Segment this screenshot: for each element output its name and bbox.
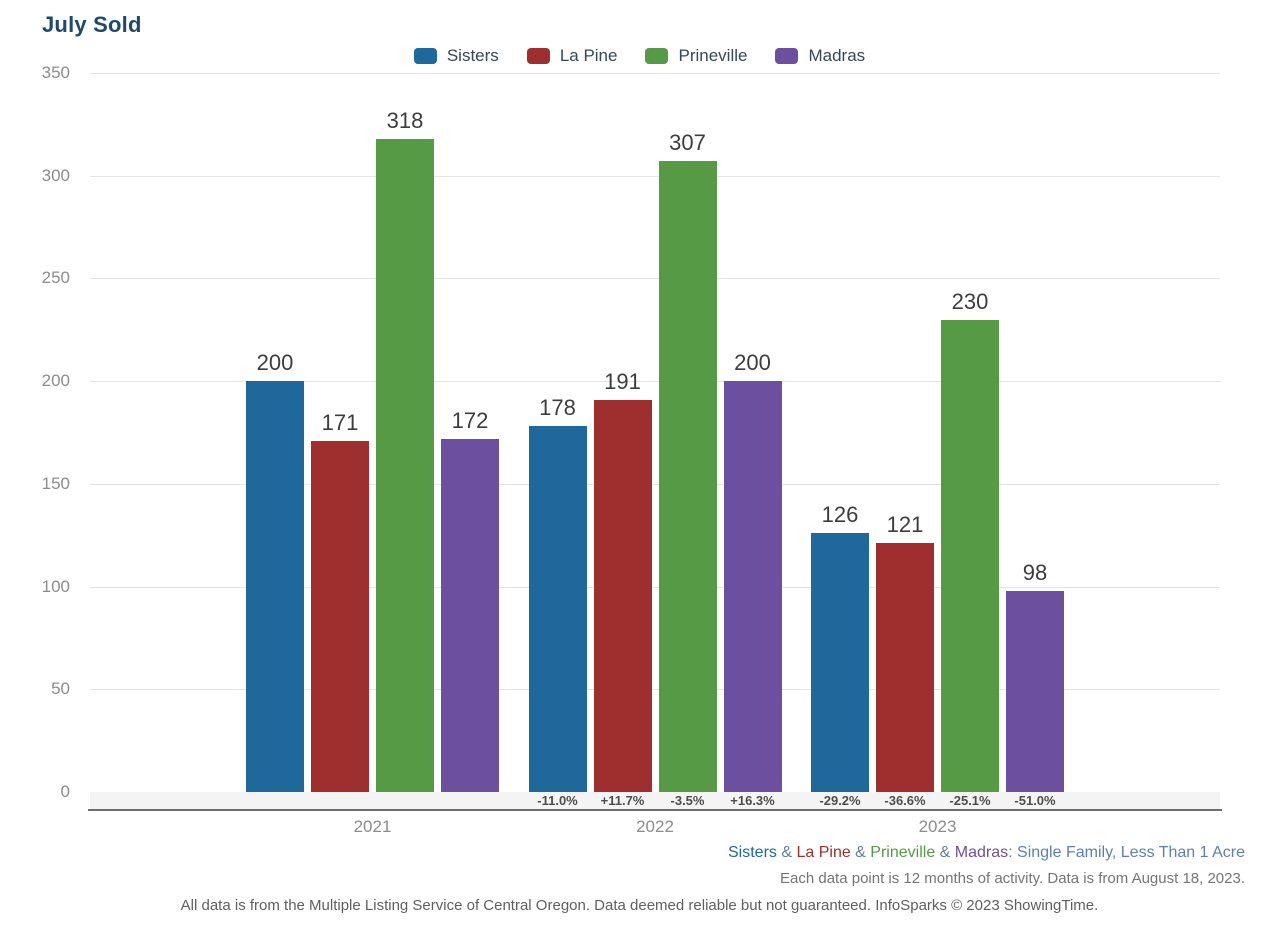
y-tick-label-350: 350 xyxy=(41,63,70,82)
percent-change-label: -11.0% xyxy=(537,793,578,808)
bar-prineville-2021[interactable] xyxy=(376,138,434,792)
filter-line-segment: & xyxy=(935,844,955,861)
legend-swatch-icon xyxy=(645,48,669,64)
bar-la-pine-2023[interactable] xyxy=(876,543,934,792)
bar-prineville-2022[interactable] xyxy=(658,161,717,792)
percent-change-label: -36.6% xyxy=(884,793,926,808)
y-tick-label-100: 100 xyxy=(41,576,70,596)
disclaimer: All data is from the Multiple Listing Se… xyxy=(180,897,1099,914)
bar-value-label: 200 xyxy=(734,350,771,376)
bar-value-label: 121 xyxy=(886,512,924,538)
bar-value-label: 171 xyxy=(321,409,359,435)
bar-value-label: 318 xyxy=(386,107,424,133)
bar-madras-2021[interactable] xyxy=(441,438,499,792)
legend-label: Sisters xyxy=(446,46,499,65)
x-tick-label-2021: 2021 xyxy=(353,817,392,836)
legend-label: La Pine xyxy=(559,46,618,65)
filter-line-segment: & xyxy=(776,844,797,861)
chart-title: July Sold xyxy=(42,12,142,37)
y-tick-label-250: 250 xyxy=(41,268,70,288)
filter-line-segment: : Single Family, Less Than 1 Acre xyxy=(1008,844,1245,861)
gridline-250 xyxy=(90,278,1220,280)
bar-value-label: 172 xyxy=(451,407,489,433)
filter-line-segment: Madras xyxy=(954,844,1009,861)
y-tick-label-150: 150 xyxy=(41,473,70,493)
bar-sisters-2023[interactable] xyxy=(811,533,869,792)
y-tick-label-200: 200 xyxy=(41,371,70,391)
percent-change-strip xyxy=(90,792,1220,809)
x-tick-label-2023: 2023 xyxy=(918,817,957,836)
gridline-300 xyxy=(90,175,1220,177)
y-tick-label-0: 0 xyxy=(60,782,70,801)
activity-note: Each data point is 12 months of activity… xyxy=(780,870,1245,887)
gridline-200 xyxy=(90,381,1220,383)
legend-label: Prineville xyxy=(678,46,748,65)
legend-item-madras[interactable]: Madras xyxy=(775,46,865,66)
legend-swatch-icon xyxy=(775,48,799,64)
bar-value-label: 126 xyxy=(821,502,859,528)
x-axis-line xyxy=(88,809,1222,811)
bar-value-label: 200 xyxy=(256,350,294,376)
bar-sisters-2021[interactable] xyxy=(246,381,304,792)
filter-line-segment: & xyxy=(850,844,871,861)
plot-area: 0 50 100 150 200 250 300 350 2021 200 171 318 172 202… xyxy=(42,63,1222,836)
legend-item-prineville[interactable]: Prineville xyxy=(645,46,747,66)
gridline-150 xyxy=(90,483,1220,485)
bar-value-label: 178 xyxy=(539,395,576,421)
percent-change-label: -51.0% xyxy=(1014,793,1056,808)
bar-value-label: 98 xyxy=(1022,559,1048,585)
gridline-100 xyxy=(90,586,1220,588)
x-tick-label-2022: 2022 xyxy=(636,817,674,836)
footer-right: Sisters & La Pine & Prineville & Madras:… xyxy=(728,843,1245,887)
gridline-50 xyxy=(90,689,1220,691)
series-filter-line: Sisters & La Pine & Prineville & Madras:… xyxy=(728,843,1245,863)
bar-value-label: 191 xyxy=(604,368,641,394)
bar-value-label: 307 xyxy=(669,130,706,156)
legend-item-sisters[interactable]: Sisters xyxy=(413,46,499,66)
bar-madras-2022[interactable] xyxy=(723,381,782,792)
percent-change-label: -25.1% xyxy=(949,793,991,808)
filter-line-segment: Prineville xyxy=(870,844,936,861)
legend-item-la-pine[interactable]: La Pine xyxy=(526,46,618,66)
percent-change-label: +16.3% xyxy=(730,793,775,808)
bar-la-pine-2022[interactable] xyxy=(593,399,652,792)
percent-change-label: -3.5% xyxy=(670,793,705,808)
filter-line-segment: Sisters xyxy=(728,844,777,861)
bar-la-pine-2021[interactable] xyxy=(311,440,369,792)
percent-change-label: -29.2% xyxy=(819,793,861,808)
legend: Sisters La Pine Prineville Madras xyxy=(0,46,1279,66)
y-tick-label-50: 50 xyxy=(51,679,70,699)
legend-swatch-icon xyxy=(526,48,550,64)
percent-change-label: +11.7% xyxy=(600,793,645,808)
bar-madras-2023[interactable] xyxy=(1006,590,1064,792)
bar-prineville-2023[interactable] xyxy=(941,319,999,792)
y-tick-label-300: 300 xyxy=(41,165,70,185)
legend-label: Madras xyxy=(808,46,866,65)
legend-swatch-icon xyxy=(413,48,437,64)
bar-value-label: 230 xyxy=(951,288,989,314)
bar-sisters-2022[interactable] xyxy=(528,426,587,792)
gridline-350 xyxy=(90,73,1220,74)
filter-line-segment: La Pine xyxy=(796,844,851,861)
